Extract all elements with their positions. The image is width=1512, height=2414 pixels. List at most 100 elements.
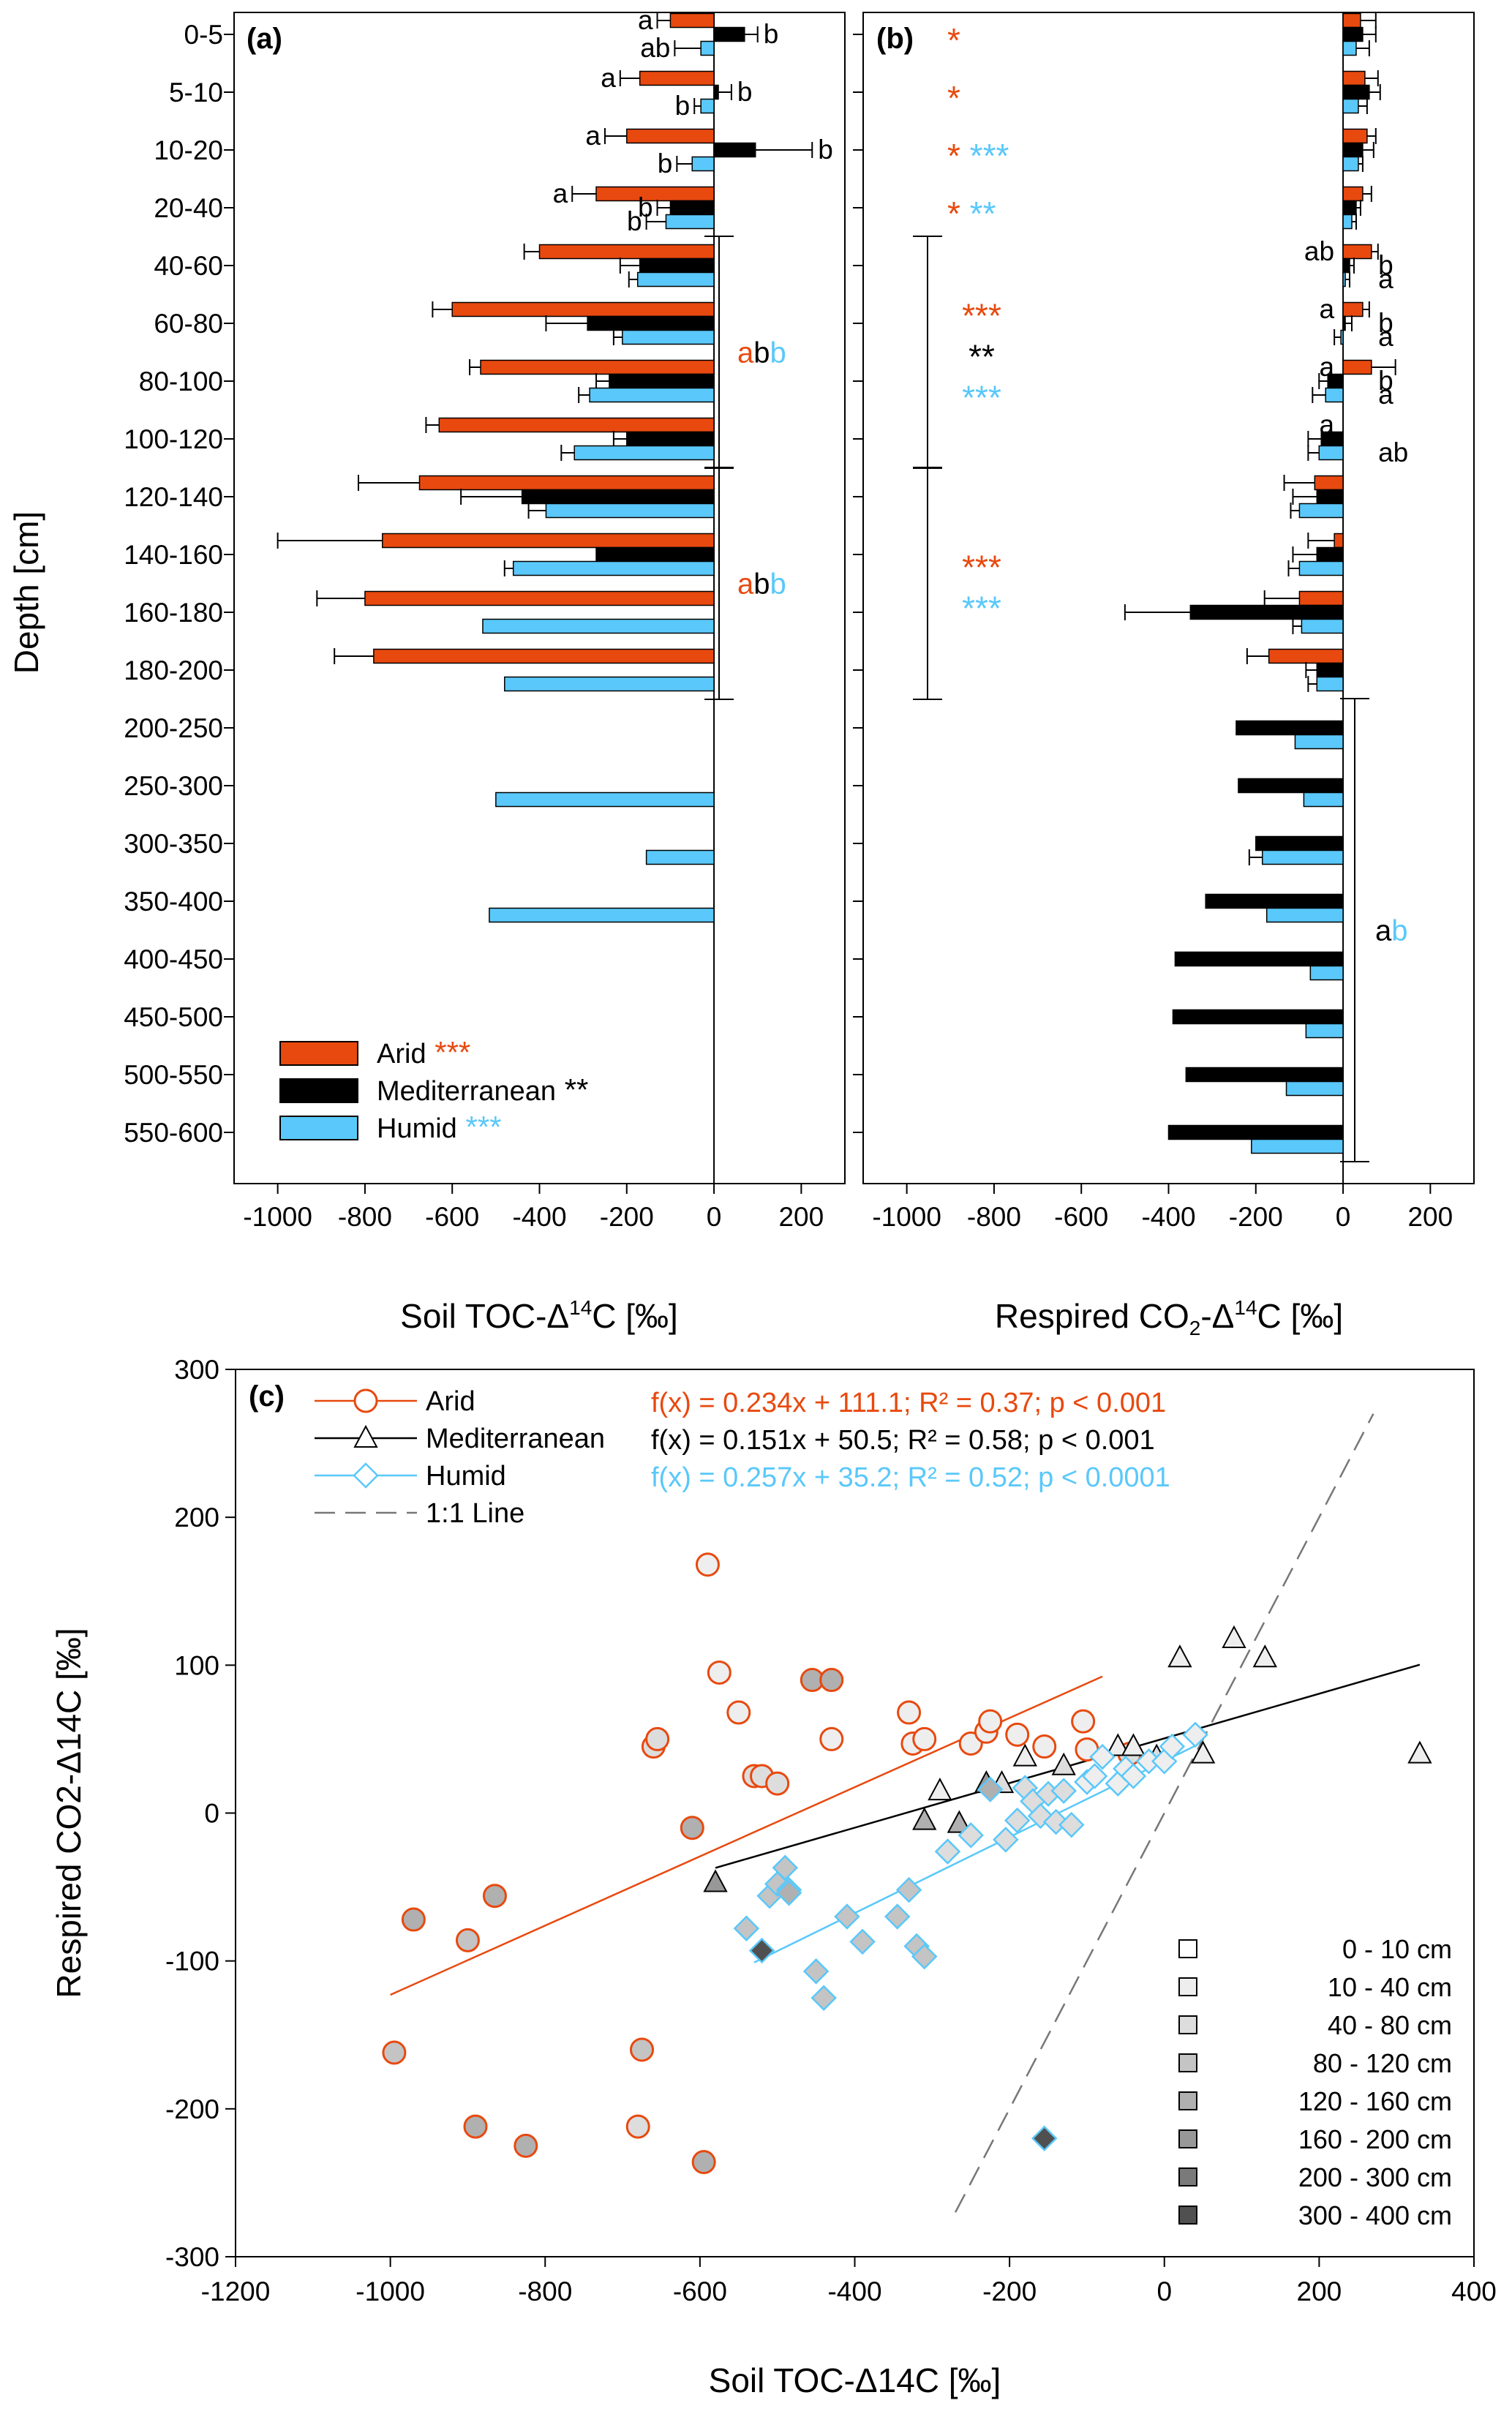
panel-b-bar-humid — [1342, 40, 1357, 56]
panel-b-group-letters: ab — [1375, 915, 1408, 947]
panel-a-depth-label: 180-200 — [124, 655, 223, 685]
panel-a-group-letters: abb — [737, 568, 786, 601]
panel-b-bar-humid — [1342, 156, 1359, 172]
panel-a-significance-letter: a — [585, 121, 601, 151]
panel-c-point-mediterranean — [928, 1778, 952, 1801]
panel-a-significance-letter: b — [675, 91, 691, 121]
panel-c-x-tick-label: -200 — [982, 2276, 1037, 2306]
panel-b-bar-humid — [1265, 907, 1344, 923]
panel-a-depth-label: 60-80 — [154, 309, 223, 339]
panel-c-plot-frame — [235, 1369, 1475, 2257]
panel-c-point-mediterranean — [1190, 1740, 1216, 1764]
panel-c-depth-label: 200 - 300 cm — [1298, 2162, 1452, 2192]
panel-b-bar-arid — [1268, 648, 1344, 664]
panel-b-bar-humid — [1285, 1080, 1344, 1097]
panel-a-depth-label: 350-400 — [124, 887, 223, 917]
panel-b-bar-mediterranean — [1342, 315, 1346, 331]
panel-c-point-humid — [895, 1876, 922, 1903]
panel-c-point-humid — [748, 1937, 775, 1964]
panel-a-legend-label: Arid — [377, 1039, 426, 1069]
panel-c-point-arid — [1032, 1734, 1057, 1759]
panel-c-point-arid — [645, 1726, 670, 1751]
panel-b-significance-stars: * ** — [947, 195, 996, 233]
panel-b-x-tick-label: -1000 — [872, 1202, 941, 1232]
panel-b-group-star: *** — [962, 379, 1001, 417]
panel-b-significance-stars: * *** — [947, 137, 1009, 175]
panel-c-legend-label: Arid — [426, 1386, 475, 1417]
panel-c-point-arid — [912, 1726, 937, 1751]
panel-c-y-tick-label: 200 — [174, 1503, 219, 1533]
panel-a-bar-humid — [495, 791, 715, 808]
panel-b-plot-frame — [862, 12, 1475, 1184]
panel-b-bar-humid — [1294, 734, 1344, 750]
panel-c-point-arid — [482, 1884, 507, 1909]
panel-c-depth-label: 300 - 400 cm — [1298, 2200, 1452, 2230]
panel-c-depth-label: 10 - 40 cm — [1328, 1972, 1452, 2002]
panel-a-x-axis-label: Soil TOC-Δ14C [‰] — [400, 1296, 678, 1335]
panel-b-xlabel-sup: 14 — [1234, 1296, 1257, 1319]
panel-b-bar-humid — [1298, 560, 1344, 576]
panel-c-depth-swatch — [1178, 2129, 1197, 2148]
panel-b-bar-mediterranean — [1342, 26, 1364, 42]
panel-b-bar-humid — [1340, 329, 1344, 345]
panel-c-point-humid — [884, 1903, 911, 1930]
panel-a-bar-arid — [639, 70, 715, 86]
panel-a-bar-mediterranean — [669, 200, 715, 216]
panel-c-depth-label: 80 - 120 cm — [1313, 2048, 1452, 2078]
panel-b-star: * — [947, 21, 960, 59]
panel-b-bar-arid — [1342, 128, 1368, 144]
panel-a-legend-significance: *** — [457, 1110, 502, 1144]
panel-c-depth-swatch — [1178, 2053, 1197, 2072]
panel-c-x-axis-label: Soil TOC-Δ14C [‰] — [709, 2361, 1001, 2399]
panel-b-x-tick-label: 0 — [1336, 1202, 1351, 1232]
panel-c-point-humid — [802, 1958, 830, 1985]
panel-b-group-letter: b — [1391, 915, 1407, 947]
panel-b-bar-arid — [1314, 475, 1344, 491]
panel-c-point-arid — [819, 1668, 844, 1693]
panel-c-tag: (c) — [249, 1380, 285, 1413]
panel-c-point-mediterranean — [1252, 1644, 1277, 1668]
panel-c-point-humid — [733, 1915, 760, 1941]
panel-a-bar-arid — [480, 359, 715, 375]
panel-a-depth-label: 160-180 — [124, 598, 223, 628]
panel-a-xlabel-main: Soil TOC-Δ — [400, 1297, 569, 1335]
panel-a-significance-letter: b — [658, 148, 673, 178]
panel-b-x-tick-label: 200 — [1407, 1202, 1453, 1232]
panel-b-significance-letter: b — [1378, 308, 1393, 338]
panel-a-bar-mediterranean — [713, 26, 745, 42]
panel-b-star: * — [947, 79, 960, 117]
panel-b-bar-humid — [1342, 271, 1346, 287]
panel-b-group-star: *** — [962, 590, 1001, 628]
panel-b-bar-humid — [1301, 618, 1344, 634]
panel-c-point-humid — [1159, 1733, 1186, 1760]
panel-a-bar-humid — [691, 156, 715, 172]
panel-a-x-tick-label: -600 — [425, 1202, 479, 1232]
panel-b-x-tick-label: -400 — [1141, 1202, 1195, 1232]
panel-a-y-axis-label: Depth [cm] — [7, 511, 45, 674]
panel-a-group-letter: b — [770, 568, 786, 601]
panel-b-bar-mediterranean — [1342, 200, 1357, 216]
panel-b-bar-arid — [1342, 244, 1372, 260]
panel-b-bar-humid — [1261, 849, 1344, 865]
panel-b-significance-stars: * — [947, 21, 960, 59]
panel-a-bar-humid — [482, 618, 715, 634]
panel-b-bar-humid — [1305, 1023, 1344, 1039]
panel-c-legend-label: 1:1 Line — [426, 1498, 524, 1529]
panel-b-bar-mediterranean — [1172, 1009, 1344, 1025]
panel-b-bar-mediterranean — [1235, 720, 1344, 736]
panel-a-group-letter: b — [753, 568, 770, 601]
panel-b-bar-humid — [1251, 1138, 1344, 1154]
panel-c-point-arid — [1071, 1709, 1096, 1734]
panel-a-depth-label: 550-600 — [124, 1118, 223, 1148]
panel-b-bar-mediterranean — [1167, 1124, 1344, 1140]
panel-b-bar-mediterranean — [1189, 604, 1344, 620]
panel-a-bar-humid — [700, 98, 715, 114]
panel-a-bar-arid — [626, 128, 715, 144]
panel-c-point-mediterranean — [1121, 1733, 1146, 1756]
panel-c-point-mediterranean — [1407, 1740, 1432, 1764]
panel-a-x-tick-label: -400 — [512, 1202, 566, 1232]
panel-c-point-humid — [958, 1822, 984, 1849]
panel-c-point-humid — [1058, 1811, 1085, 1838]
panel-c-point-arid — [707, 1660, 731, 1685]
panel-c-point-arid — [514, 2133, 538, 2158]
